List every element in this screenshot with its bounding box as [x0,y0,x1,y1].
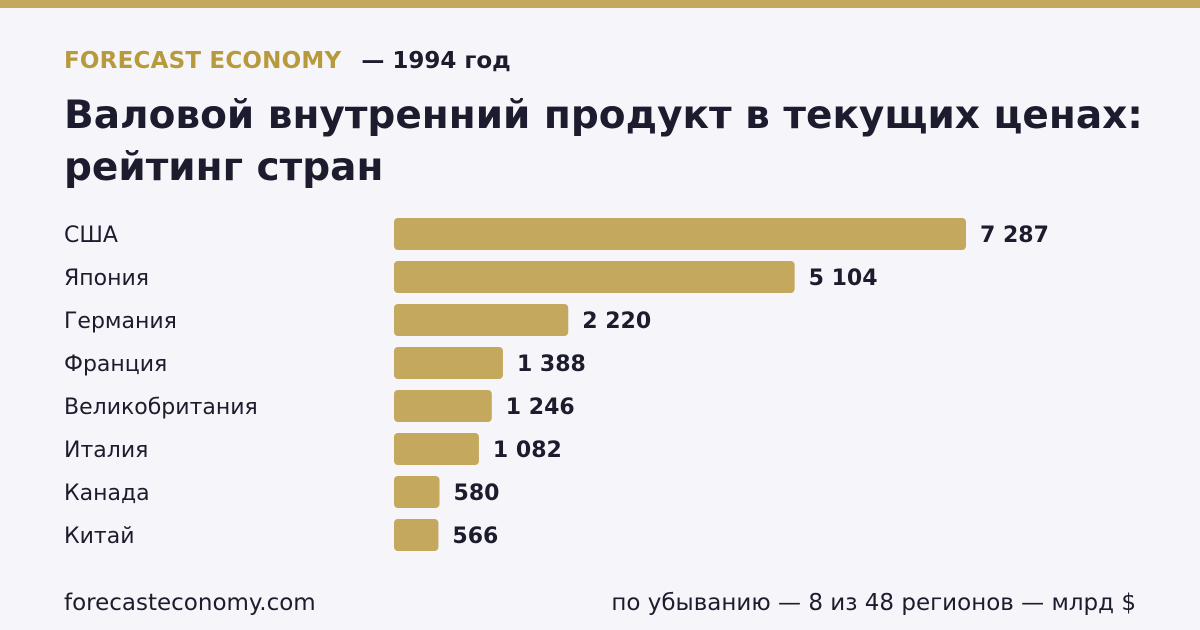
top-accent-bar [0,0,1200,8]
bar [394,347,503,379]
category-label: Япония [64,266,149,291]
value-label: 1 388 [517,352,586,377]
bar [394,261,795,293]
category-label: Италия [64,438,148,463]
footer-note: по убыванию — 8 из 48 регионов — млрд $ [611,590,1136,616]
kicker: FORECAST ECONOMY — 1994 год [64,44,511,78]
value-label: 5 104 [809,266,878,291]
bar [394,519,439,551]
category-label: США [64,223,118,248]
value-label: 2 220 [582,309,651,334]
category-label: Китай [64,524,135,549]
category-label: Франция [64,352,167,377]
value-label: 566 [452,524,498,549]
bar [394,476,440,508]
value-label: 580 [454,481,500,506]
value-label: 1 082 [493,438,562,463]
bar [394,433,479,465]
value-label: 7 287 [980,223,1049,248]
category-label: Германия [64,309,177,334]
bar [394,304,569,336]
value-label: 1 246 [506,395,575,420]
category-label: Канада [64,481,150,506]
bar [394,218,966,250]
bar [394,390,492,422]
category-label: Великобритания [64,395,258,420]
chart-title: Валовой внутренний продукт в текущих цен… [64,93,1143,190]
brand-name: FORECAST ECONOMY [64,48,342,74]
bar-chart: США 7 287 Япония 5 104 Германия 2 220 Франция 1… [64,218,1049,551]
site-url: forecasteconomy.com [64,590,316,616]
year-label: — 1994 год [361,48,511,74]
